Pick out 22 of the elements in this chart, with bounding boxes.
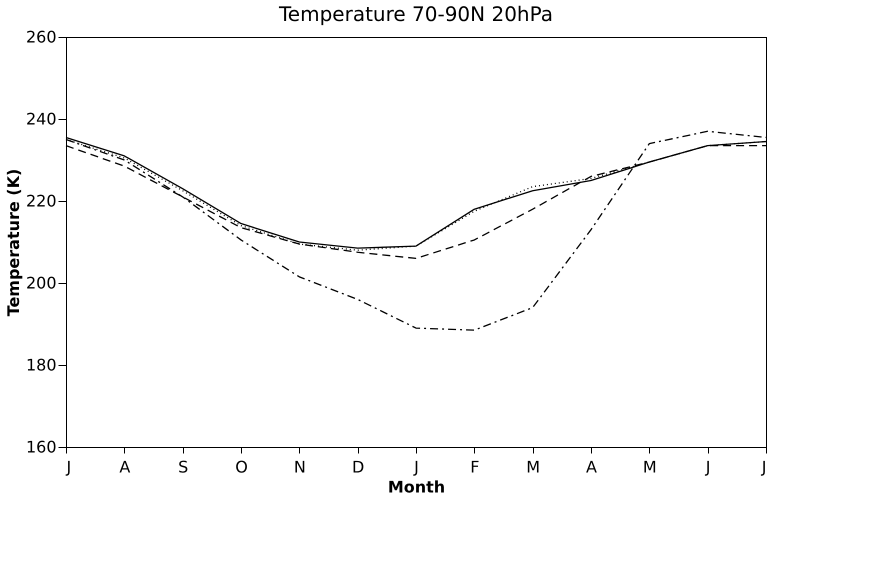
y-tick-label: 200 (26, 274, 56, 292)
y-tick-label: 160 (26, 438, 56, 456)
y-tick-label: 240 (26, 110, 56, 128)
y-tick-label: 260 (26, 28, 56, 46)
x-tick-label: O (235, 458, 248, 476)
y-axis-title: Temperature (K) (4, 168, 23, 316)
x-tick-label: M (642, 458, 657, 476)
y-tick-label: 180 (26, 356, 56, 374)
x-axis-title: Month (388, 478, 446, 496)
x-tick-label: J (413, 458, 419, 476)
x-tick-label: J (66, 458, 72, 476)
x-tick-label: J (704, 458, 711, 476)
x-tick-label: F (470, 458, 480, 476)
y-tick-label: 220 (26, 192, 56, 210)
x-tick-label: J (760, 458, 766, 476)
x-tick-label: A (119, 458, 130, 476)
x-tick-label: N (294, 458, 306, 476)
x-tick-label: M (526, 458, 540, 476)
x-tick-label: D (352, 458, 364, 476)
x-tick-label: A (586, 458, 598, 476)
x-tick-label: S (178, 458, 188, 476)
chart-title: Temperature 70-90N 20hPa (278, 2, 554, 26)
